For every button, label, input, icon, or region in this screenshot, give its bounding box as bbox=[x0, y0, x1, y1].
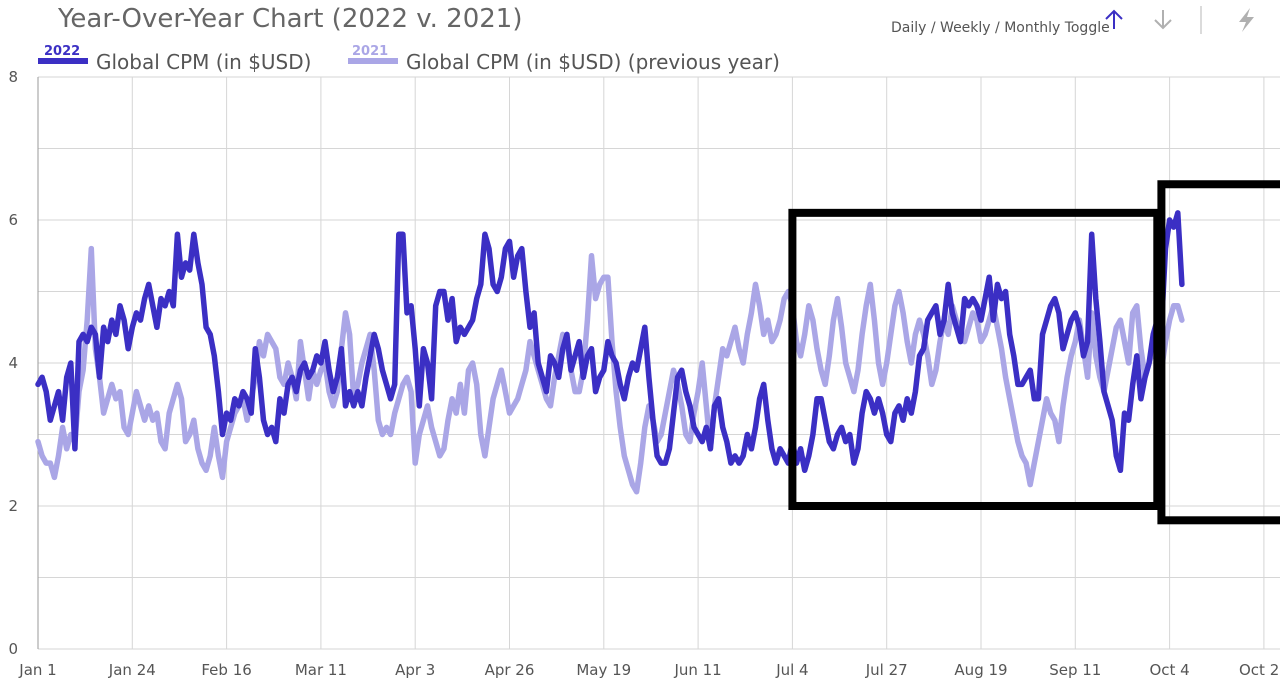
y-tick-label: 4 bbox=[8, 354, 18, 372]
granularity-toggle[interactable]: Daily / Weekly / Monthly Toggle bbox=[891, 20, 1110, 36]
x-tick-label: Jan 24 bbox=[108, 661, 156, 679]
x-tick-label: Oct 27 bbox=[1239, 661, 1280, 679]
chart-series bbox=[35, 210, 1185, 495]
arrow-up-icon[interactable] bbox=[1105, 9, 1123, 29]
x-tick-label: Sep 11 bbox=[1049, 661, 1101, 679]
series-line-2021[interactable] bbox=[35, 245, 1185, 495]
x-tick-label: Jun 11 bbox=[673, 661, 721, 679]
x-tick-label: Jul 4 bbox=[775, 661, 808, 679]
y-tick-label: 6 bbox=[8, 211, 18, 229]
x-tick-label: Jan 1 bbox=[18, 661, 56, 679]
legend-item-2022[interactable]: 2022 Global CPM (in $USD) bbox=[38, 44, 311, 74]
x-tick-label: Mar 11 bbox=[295, 661, 347, 679]
bolt-icon[interactable] bbox=[1239, 8, 1254, 32]
legend-label-2022: Global CPM (in $USD) bbox=[96, 50, 311, 74]
legend[interactable]: 2022 Global CPM (in $USD) 2021 Global CP… bbox=[38, 44, 780, 74]
x-tick-label: Apr 3 bbox=[395, 661, 435, 679]
legend-year-2022: 2022 bbox=[44, 44, 80, 59]
chart-toolbar: Daily / Weekly / Monthly Toggle bbox=[891, 6, 1254, 36]
x-tick-label: Apr 26 bbox=[485, 661, 535, 679]
x-tick-label: Feb 16 bbox=[201, 661, 251, 679]
highlight-boxes bbox=[788, 180, 1280, 525]
y-axis: 0 2 4 6 8 bbox=[8, 68, 18, 658]
chart-grid bbox=[37, 76, 1280, 650]
x-tick-label: May 19 bbox=[576, 661, 631, 679]
x-tick-label: Aug 19 bbox=[954, 661, 1007, 679]
legend-item-2021[interactable]: 2021 Global CPM (in $USD) (previous year… bbox=[348, 44, 780, 74]
legend-swatch-2021 bbox=[348, 58, 398, 64]
arrow-down-icon[interactable] bbox=[1154, 10, 1172, 30]
x-tick-label: Oct 4 bbox=[1149, 661, 1189, 679]
page-title: Year-Over-Year Chart (2022 v. 2021) bbox=[57, 4, 522, 34]
series-line-2022[interactable] bbox=[35, 210, 1185, 474]
x-axis: Jan 1 Jan 24 Feb 16 Mar 11 Apr 3 Apr 26 May 19… bbox=[18, 661, 1280, 679]
legend-year-2021: 2021 bbox=[352, 44, 388, 59]
y-tick-label: 2 bbox=[8, 497, 18, 515]
y-tick-label: 0 bbox=[8, 640, 18, 658]
y-tick-label: 8 bbox=[8, 68, 18, 86]
highlight-box bbox=[1157, 180, 1280, 525]
highlight-box bbox=[788, 208, 1162, 510]
legend-label-2021: Global CPM (in $USD) (previous year) bbox=[406, 50, 780, 74]
legend-swatch-2022 bbox=[38, 58, 88, 64]
x-tick-label: Jul 27 bbox=[865, 661, 908, 679]
